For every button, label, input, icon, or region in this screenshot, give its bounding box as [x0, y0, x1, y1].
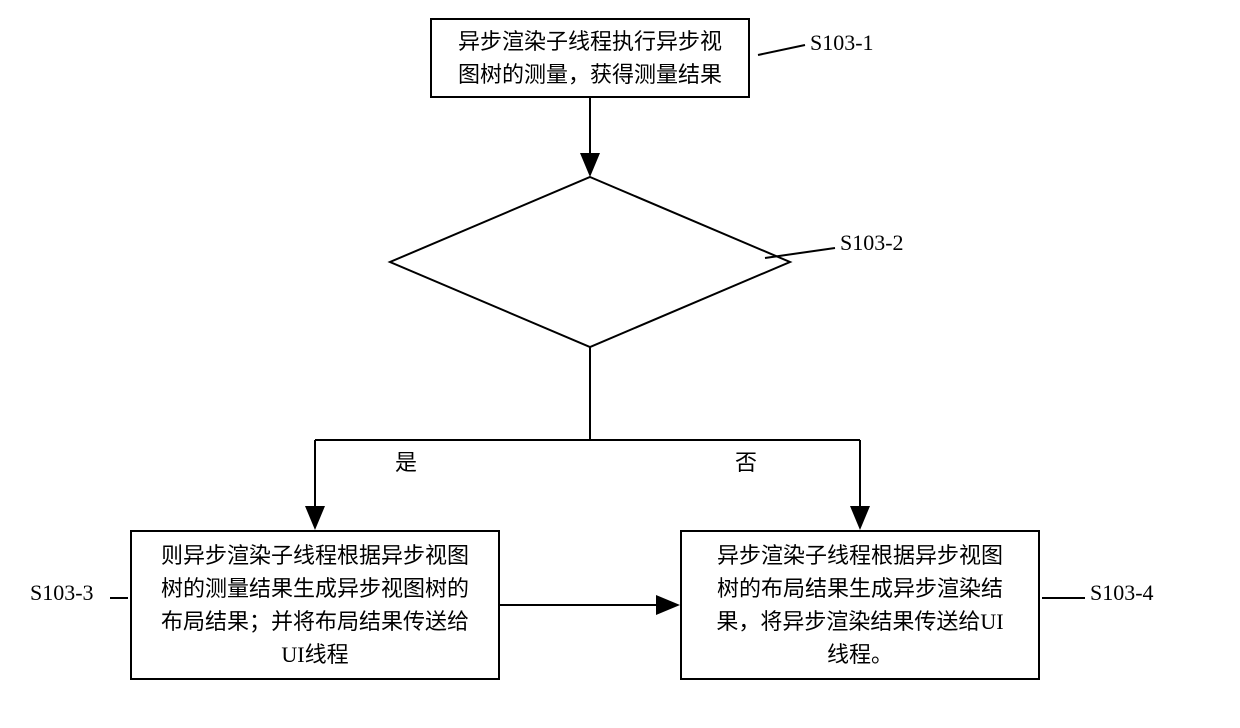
node-text: 根据异步视图树的测量结果判断是否重新布局	[480, 234, 700, 292]
node-text: 异步渲染子线程执行异步视图树的测量，获得测量结果	[458, 25, 722, 91]
leader-s103-1	[758, 45, 805, 55]
label-s103-2: S103-2	[840, 230, 904, 256]
edge-label-no: 否	[735, 445, 757, 477]
edge-label-yes: 是	[395, 445, 417, 477]
node-s103-3: 则异步渲染子线程根据异步视图树的测量结果生成异步视图树的布局结果；并将布局结果传…	[130, 530, 500, 680]
label-s103-3: S103-3	[30, 580, 94, 606]
node-s103-1: 异步渲染子线程执行异步视图树的测量，获得测量结果	[430, 18, 750, 98]
label-s103-1: S103-1	[810, 30, 874, 56]
flowchart-canvas: 异步渲染子线程执行异步视图树的测量，获得测量结果 则异步渲染子线程根据异步视图树…	[0, 0, 1240, 728]
node-text: 异步渲染子线程根据异步视图树的布局结果生成异步渲染结果，将异步渲染结果传送给UI…	[716, 539, 1003, 671]
node-s103-4: 异步渲染子线程根据异步视图树的布局结果生成异步渲染结果，将异步渲染结果传送给UI…	[680, 530, 1040, 680]
node-text: 则异步渲染子线程根据异步视图树的测量结果生成异步视图树的布局结果；并将布局结果传…	[161, 539, 469, 671]
leader-s103-2	[765, 248, 835, 258]
node-s103-2-text: 根据异步视图树的测量结果判断是否重新布局	[470, 230, 710, 296]
label-s103-4: S103-4	[1090, 580, 1154, 606]
